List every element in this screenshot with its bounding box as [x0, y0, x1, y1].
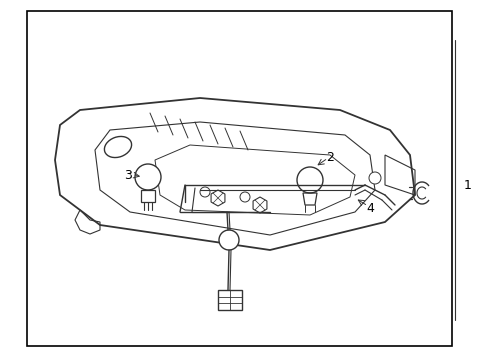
- Text: 1: 1: [463, 179, 471, 192]
- Circle shape: [135, 164, 161, 190]
- Circle shape: [219, 230, 239, 250]
- Circle shape: [296, 167, 323, 193]
- Text: 4: 4: [366, 202, 373, 215]
- Circle shape: [240, 192, 249, 202]
- Circle shape: [200, 187, 209, 197]
- Circle shape: [368, 172, 380, 184]
- Text: 3: 3: [124, 168, 132, 181]
- Bar: [27, 11, 451, 346]
- Text: 2: 2: [325, 150, 333, 163]
